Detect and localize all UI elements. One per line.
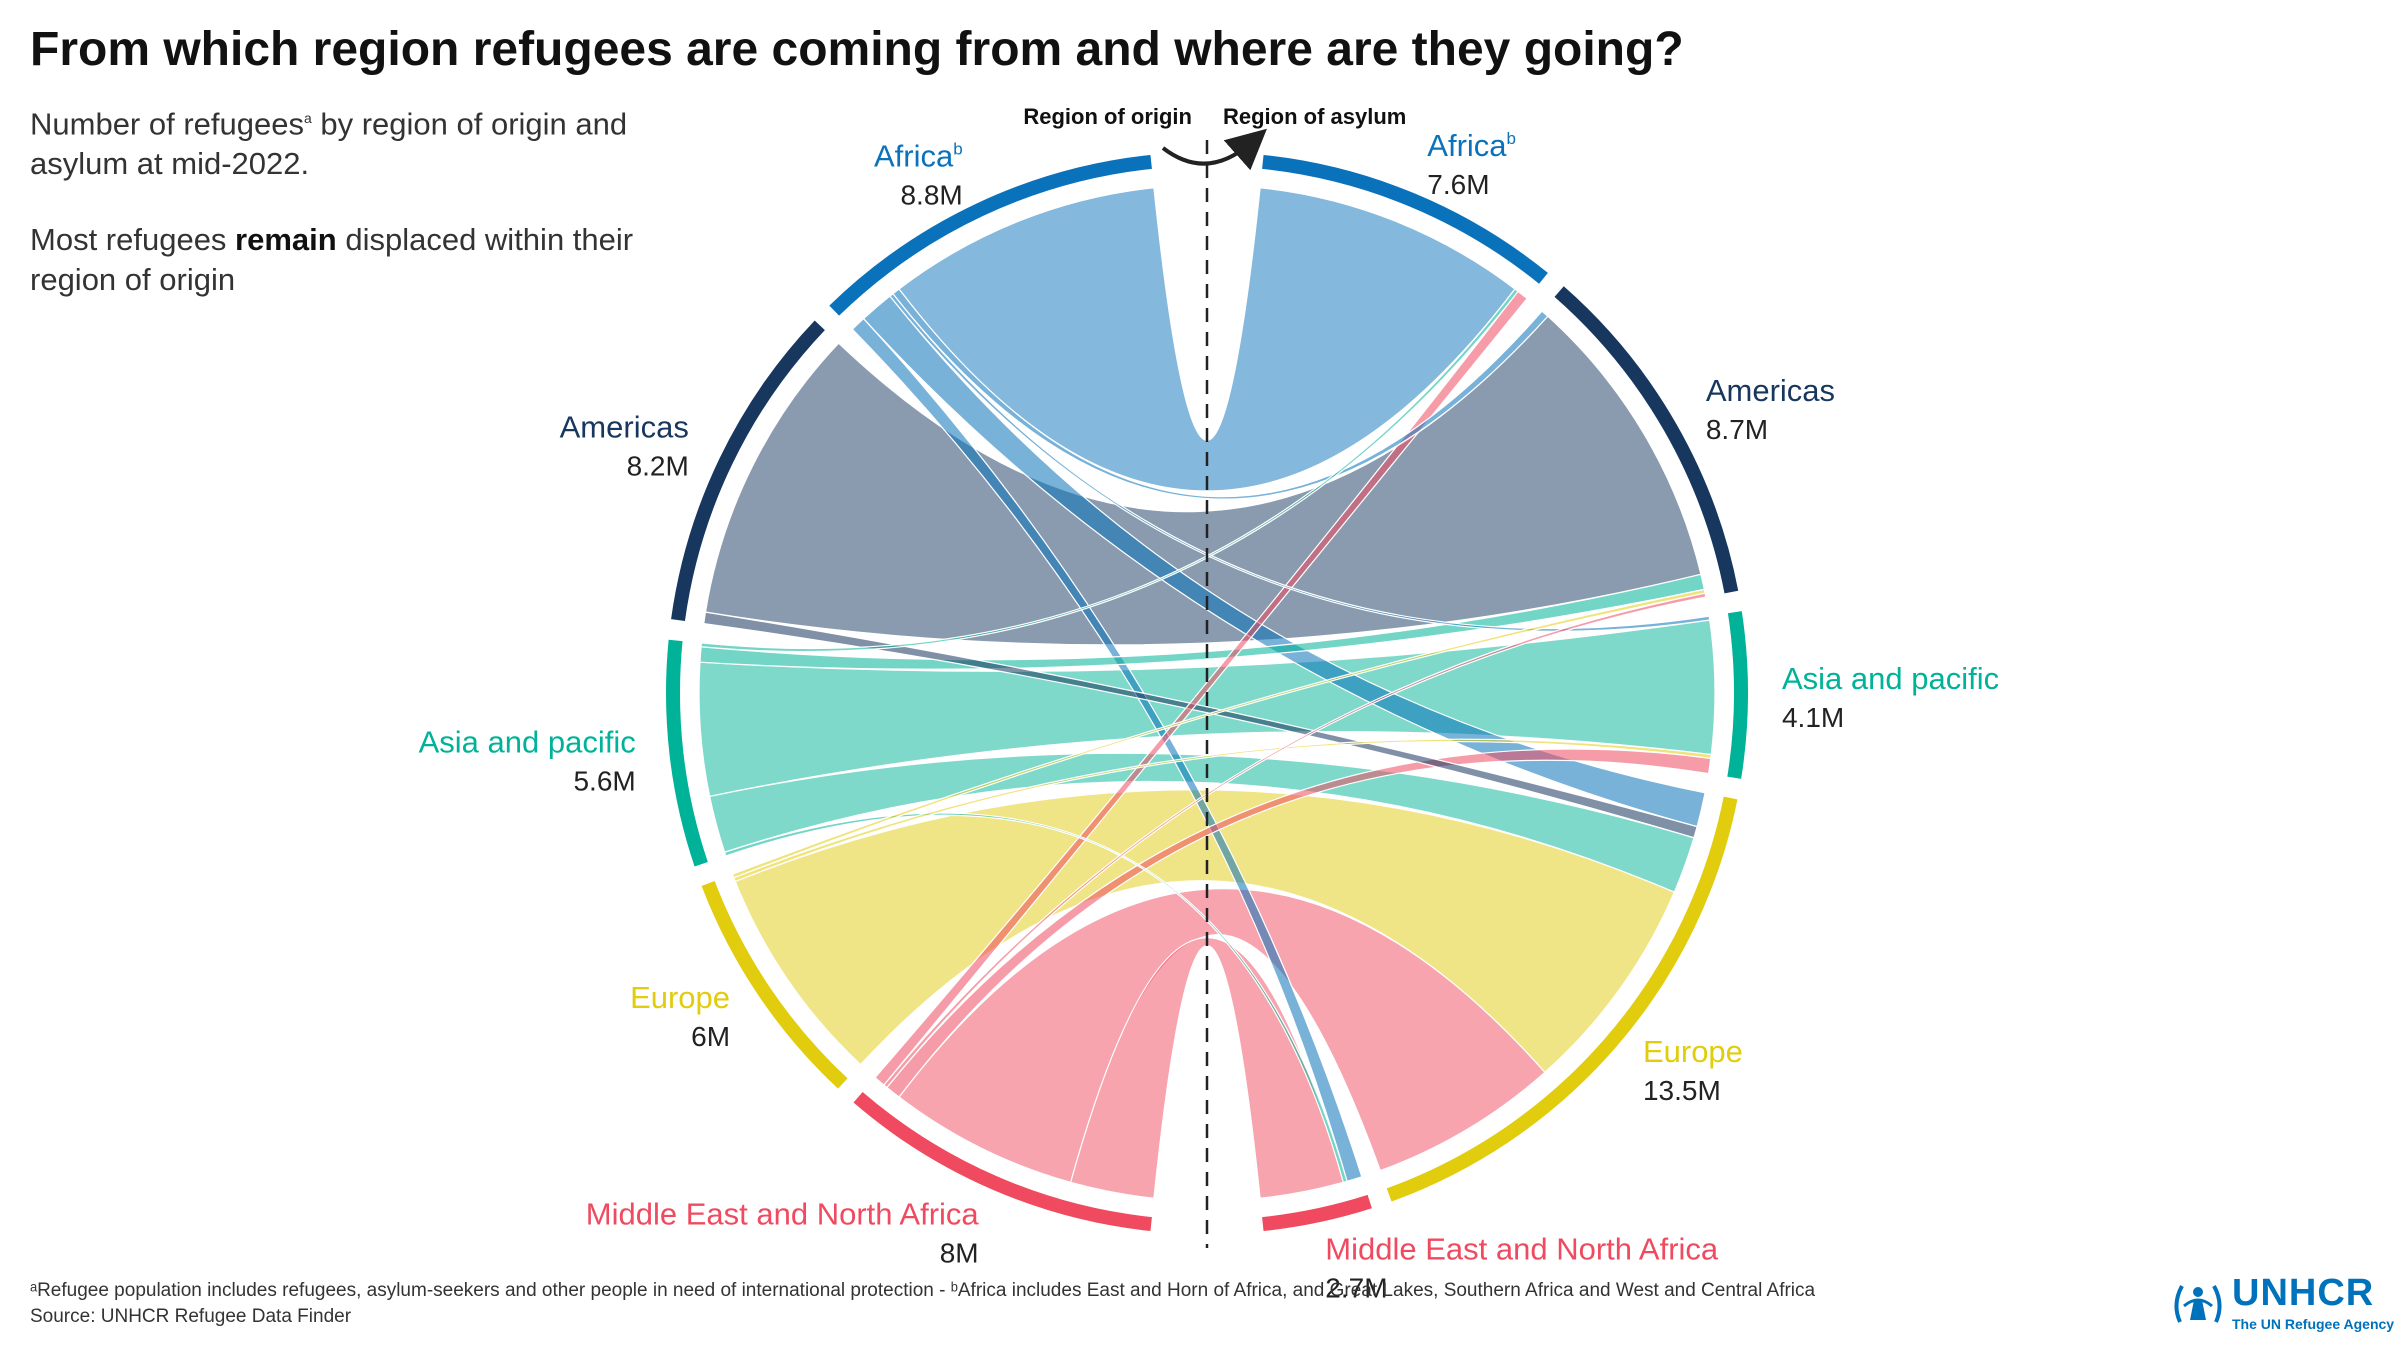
right-label-americas: Americas [1706,373,1835,408]
asylum-arc-asia [1727,611,1748,779]
logo-name: UNHCR [2232,1272,2375,1314]
labels-layer: Africab 8.8M Americas 8.2M Asia and pacific 5… [419,128,2000,1304]
subtitle-line-1: Number of refugeesa by region of origin … [30,98,680,184]
subtitle-text: Number of refugees [30,106,304,142]
origin-direction-label: Region of origin [1023,104,1192,129]
subtitle-emphasis: remain [235,222,337,258]
subtitle-text: Most refugees [30,222,236,258]
origin-arc-africa [829,154,1152,316]
left-value-africa: 8.8M [900,179,962,210]
direction-arrow-icon [1161,128,1267,171]
asylum-arc-africa [1262,154,1548,284]
ribbon-asia-to-mena [723,812,1348,1184]
footnote-marker-b: b [1507,129,1516,148]
footnote-marker-a: a [303,110,312,126]
unhcr-laurel-people-icon [2174,1285,2222,1323]
footnote-marker-b: b [953,139,962,158]
left-label-mena: Middle East and North Africa [586,1197,980,1232]
left-value-europe: 6M [691,1021,730,1052]
left-value-mena: 8M [940,1238,979,1269]
footnote-source: Source: UNHCR Refugee Data Finder [30,1306,352,1327]
asylum-arc-mena [1262,1194,1372,1232]
origin-arc-mena [853,1091,1152,1232]
subtitle-text: by region of origin and asylum at mid-20… [30,106,628,182]
chart-subtitle: Number of refugeesa by region of origin … [30,98,680,336]
right-label-asia: Asia and pacific [1782,661,1999,696]
ribbon-mena-to-americas [883,592,1707,1089]
unhcr-logo: UNHCR The UN Refugee Agency [2170,1272,2394,1334]
origin-arc-europe [701,881,848,1089]
ribbons-layer [698,187,1716,1199]
asylum-direction-label: Region of asylum [1223,104,1406,129]
right-label-africa: Africab [1427,128,1516,163]
right-value-africa: 7.6M [1427,169,1489,200]
origin-arc-americas [671,320,825,621]
right-label-europe: Europe [1643,1034,1743,1069]
ribbon-asia-to-europe [708,752,1695,893]
footnote-definition: ᵃRefugee population includes refugees, a… [30,1280,1816,1301]
asylum-arc-americas [1554,286,1739,594]
logo-tagline: The UN Refugee Agency [2232,1316,2395,1332]
right-value-americas: 8.7M [1706,414,1768,445]
right-value-europe: 13.5M [1643,1075,1721,1106]
left-label-americas: Americas [560,410,689,445]
left-label-africa: Africab [874,138,963,173]
ribbon-europe-to-asia [733,738,1712,883]
ribbon-africa-to-asia [889,292,1711,632]
ribbon-mena-to-mena [1069,937,1345,1199]
right-value-asia: 4.1M [1782,702,1844,733]
ribbon-mena-to-asia [886,748,1712,1098]
subtitle-text: displaced within their region of origin [30,222,634,298]
right-label-mena: Middle East and North Africa [1325,1232,1719,1267]
ribbon-americas-to-europe [703,611,1698,839]
footnote: ᵃRefugee population includes refugees, a… [30,1278,1815,1330]
ribbon-mena-to-africa [874,290,1528,1086]
arcs-layer [666,154,1748,1232]
ribbon-africa-to-americas [892,288,1549,500]
origin-arc-asia [666,639,708,867]
left-label-asia: Asia and pacific [419,724,636,759]
left-value-asia: 5.6M [573,765,635,796]
left-value-americas: 8.2M [627,451,689,482]
asylum-arc-europe [1386,796,1738,1202]
left-label-europe: Europe [630,980,730,1015]
right-value-mena: 2.7M [1325,1273,1387,1304]
subtitle-line-2: Most refugees remain displaced within th… [30,220,680,300]
ribbon-asia-to-africa [700,288,1519,653]
chart-title: From which region refugees are coming fr… [30,23,1684,76]
